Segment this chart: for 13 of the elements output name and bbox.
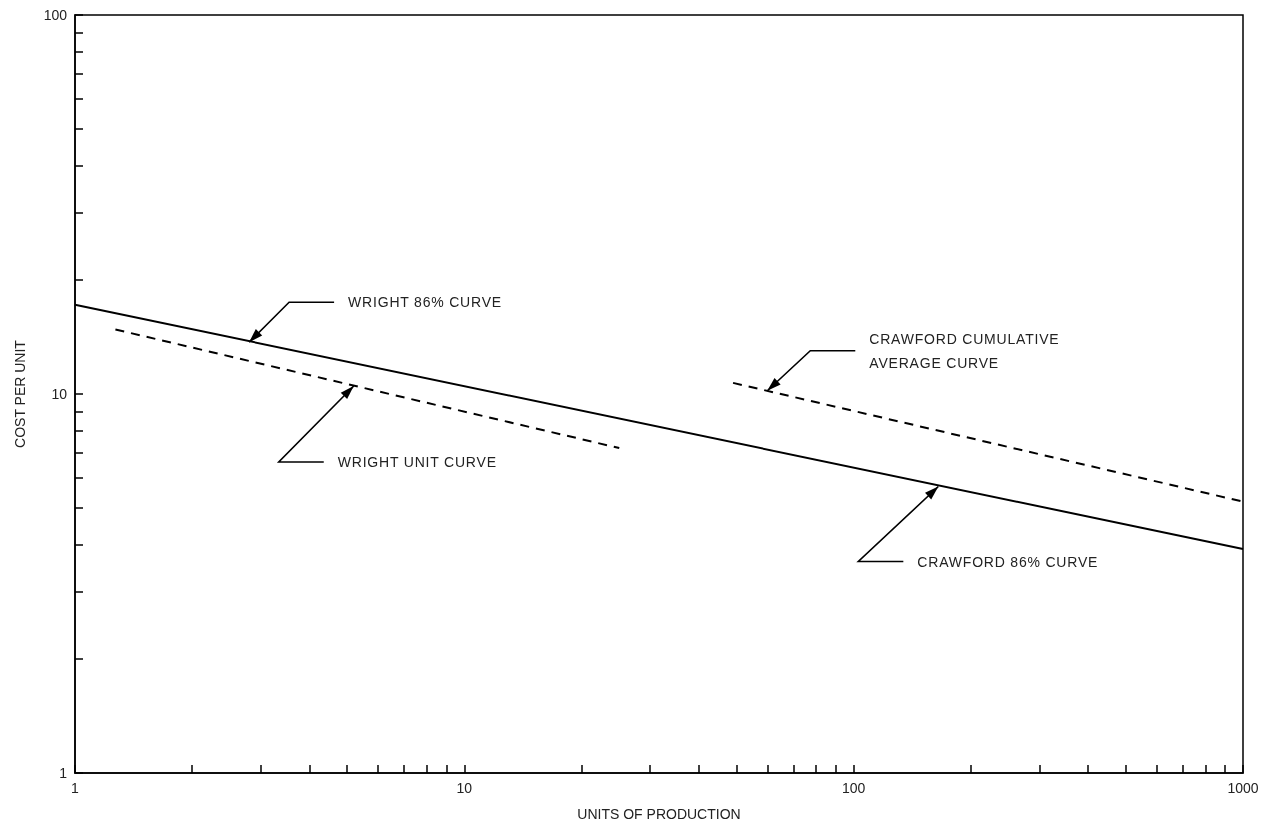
x-tick-label: 10 [456, 780, 473, 796]
annotation: CRAWFORD 86% CURVE [917, 553, 1099, 570]
x-axis-title: UNITS OF PRODUCTION [577, 806, 741, 822]
annotation: CRAWFORD CUMULATIVE AVERAGE CURVE [869, 330, 1060, 371]
x-tick-label: 1 [71, 780, 80, 796]
y-tick-label: 100 [43, 7, 68, 23]
annotation: WRIGHT UNIT CURVE [337, 453, 497, 470]
y-axis-title: COST PER UNIT [12, 339, 28, 448]
annotation: WRIGHT 86% CURVE [348, 294, 502, 311]
y-tick-label: 1 [59, 765, 68, 781]
x-tick-label: 100 [841, 780, 866, 796]
x-tick-label: 1000 [1227, 780, 1259, 796]
y-tick-label: 10 [51, 386, 68, 402]
